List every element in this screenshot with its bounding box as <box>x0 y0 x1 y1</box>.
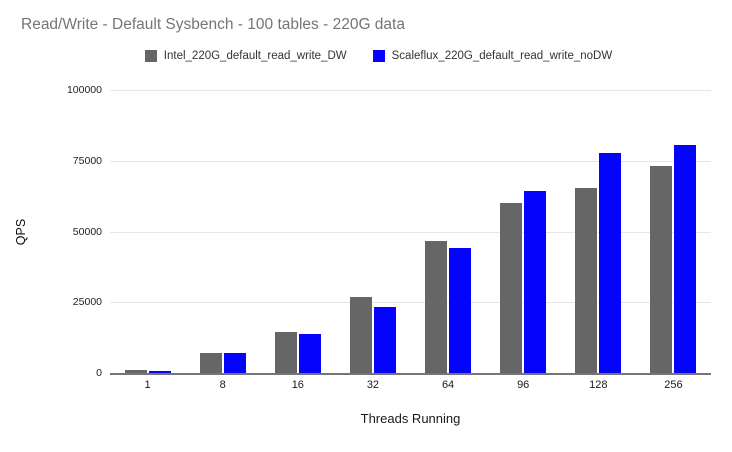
y-axis-title: QPS <box>14 218 28 246</box>
x-tick-label-32: 32 <box>366 379 380 391</box>
legend-item-intel[interactable]: Intel_220G_default_read_write_DW <box>144 50 347 62</box>
bar-group-8 <box>185 90 260 373</box>
y-tick-label-50000: 50000 <box>72 225 102 238</box>
gridline-25000 <box>110 302 711 304</box>
plot-area <box>110 90 711 375</box>
x-axis-tick-labels: 1 8 16 32 64 96 128 256 <box>110 379 711 391</box>
bar-group-16 <box>260 90 335 373</box>
legend-label-scaleflux: Scaleflux_220G_default_read_write_noDW <box>391 50 613 62</box>
bar-Intel_220G_default_read_write_DW-128[interactable] <box>575 187 598 373</box>
bar-group-64 <box>411 90 486 373</box>
y-tick-label-0: 0 <box>96 367 102 379</box>
bar-Intel_220G_default_read_write_DW-1[interactable] <box>124 370 147 373</box>
bar-group-32 <box>335 90 410 373</box>
legend-swatch-intel <box>144 50 157 62</box>
gridline-75000 <box>110 160 711 162</box>
bar-Scaleflux_220G_default_read_write_noDW-8[interactable] <box>223 352 246 373</box>
bar-Intel_220G_default_read_write_DW-16[interactable] <box>274 331 297 373</box>
bar-group-256 <box>636 90 711 373</box>
bar-Scaleflux_220G_default_read_write_noDW-32[interactable] <box>373 307 396 373</box>
bar-Intel_220G_default_read_write_DW-256[interactable] <box>650 166 673 373</box>
legend-label-intel: Intel_220G_default_read_write_DW <box>163 50 347 62</box>
x-tick-label-64: 64 <box>441 379 455 391</box>
y-tick-label-75000: 75000 <box>72 154 102 167</box>
bar-group-128 <box>561 90 636 373</box>
bar-Scaleflux_220G_default_read_write_noDW-96[interactable] <box>524 191 547 373</box>
gridline-100000 <box>110 90 711 91</box>
legend-item-scaleflux[interactable]: Scaleflux_220G_default_read_write_noDW <box>372 50 613 62</box>
x-tick-label-128: 128 <box>589 379 608 391</box>
bar-Intel_220G_default_read_write_DW-96[interactable] <box>500 203 523 373</box>
bar-Scaleflux_220G_default_read_write_noDW-256[interactable] <box>674 145 697 373</box>
bar-Intel_220G_default_read_write_DW-8[interactable] <box>199 353 222 373</box>
legend-swatch-scaleflux <box>372 50 385 62</box>
x-tick-label-1: 1 <box>144 379 151 391</box>
x-tick-label-96: 96 <box>517 379 530 391</box>
x-tick-label-8: 8 <box>219 379 226 391</box>
chart-title: Read/Write - Default Sysbench - 100 tabl… <box>21 16 405 33</box>
y-tick-label-100000: 100000 <box>66 84 102 96</box>
bar-Scaleflux_220G_default_read_write_noDW-64[interactable] <box>449 248 472 373</box>
bar-group-1 <box>110 90 185 373</box>
gridline-50000 <box>110 231 711 233</box>
bar-Scaleflux_220G_default_read_write_noDW-128[interactable] <box>599 152 622 373</box>
bar-Intel_220G_default_read_write_DW-64[interactable] <box>425 241 448 373</box>
x-tick-label-256: 256 <box>664 379 683 391</box>
bar-Intel_220G_default_read_write_DW-32[interactable] <box>349 296 372 373</box>
y-tick-label-25000: 25000 <box>72 296 102 309</box>
legend: Intel_220G_default_read_write_DW Scalefl… <box>78 50 679 62</box>
bar-Scaleflux_220G_default_read_write_noDW-16[interactable] <box>298 334 321 373</box>
x-axis-title: Threads Running <box>360 411 461 426</box>
bar-groups <box>110 90 711 373</box>
bar-group-96 <box>486 90 561 373</box>
bar-Scaleflux_220G_default_read_write_noDW-1[interactable] <box>148 370 171 373</box>
x-tick-label-16: 16 <box>291 379 304 391</box>
